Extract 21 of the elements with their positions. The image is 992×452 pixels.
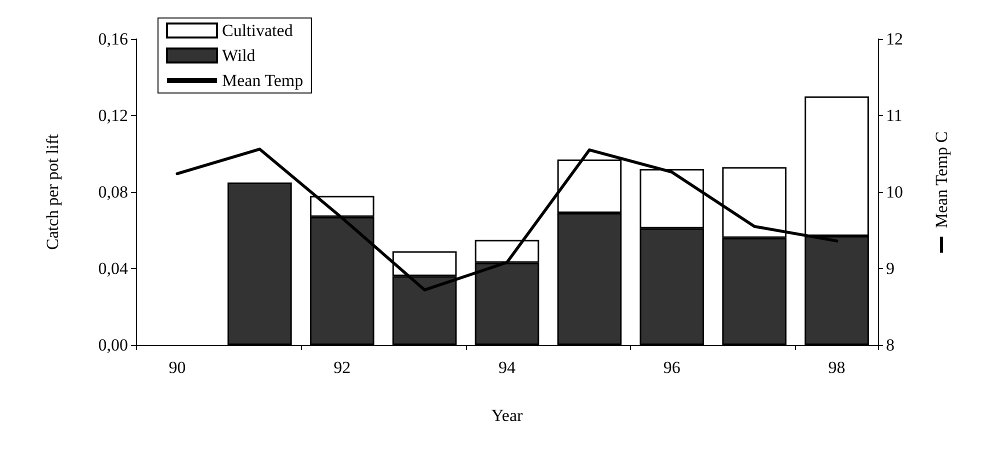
y2-tick-label: 8 — [886, 336, 894, 354]
x-tick-label: 92 — [334, 358, 351, 377]
y2-tick-label: 11 — [886, 106, 902, 125]
x-tick-label: 94 — [498, 358, 516, 377]
x-tick-label: 90 — [168, 358, 186, 377]
y-tick-label: 0,04 — [98, 259, 128, 278]
y-tick-label: 0,12 — [98, 106, 128, 125]
y2-tick-label: 12 — [886, 30, 903, 48]
y-tick-label: 0,08 — [98, 182, 128, 202]
legend-label: Mean Temp — [222, 71, 304, 90]
y-tick-label: 0,16 — [98, 30, 128, 48]
y2-tick-label: 9 — [886, 259, 894, 278]
x-axis-title: Year — [491, 406, 523, 425]
y-axis-title: Catch per pot lift — [43, 134, 62, 250]
y2-tick-label: 10 — [886, 182, 903, 202]
x-tick-label: 98 — [828, 358, 846, 377]
legend-label: Wild — [222, 46, 256, 65]
legend-label: Cultivated — [222, 21, 294, 40]
y2-axis-title: Mean Temp C — [932, 131, 951, 237]
x-tick-label: 96 — [663, 358, 680, 377]
y-tick-label: 0,00 — [98, 336, 128, 354]
